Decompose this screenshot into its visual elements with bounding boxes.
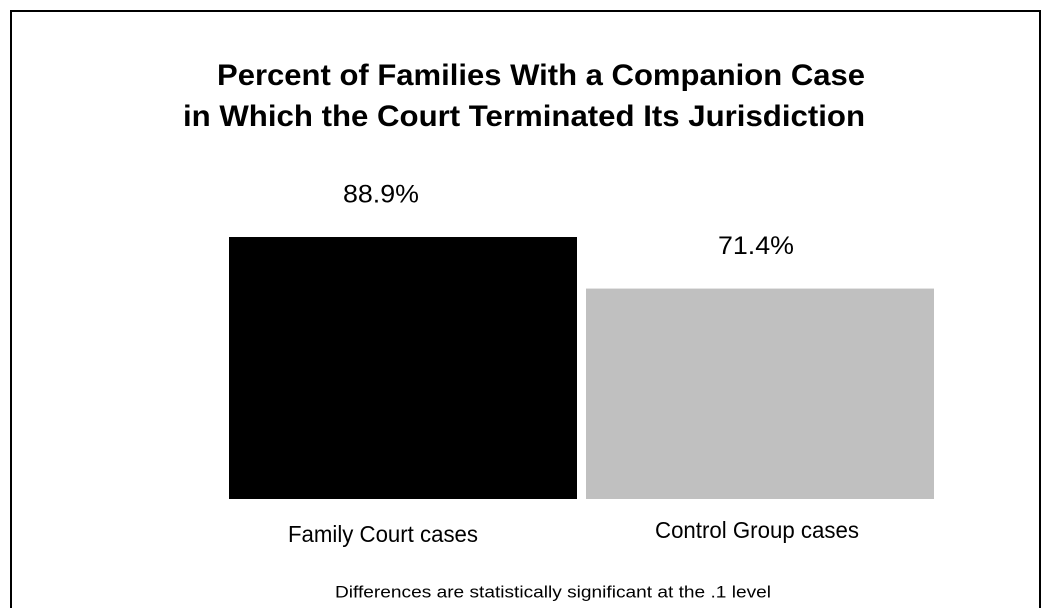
value-label: 88.9% bbox=[343, 181, 419, 209]
value-label: 71.4% bbox=[718, 232, 794, 260]
bar bbox=[229, 237, 577, 499]
footnote: Differences are statistically significan… bbox=[335, 582, 771, 601]
x-tick-label: Control Group cases bbox=[655, 517, 859, 543]
frame bbox=[10, 10, 1041, 608]
chart-title: in Which the Court Terminated Its Jurisd… bbox=[183, 100, 865, 133]
chart-title: Percent of Families With a Companion Cas… bbox=[217, 59, 865, 92]
x-tick-label: Family Court cases bbox=[288, 521, 478, 547]
bar bbox=[586, 288, 934, 499]
